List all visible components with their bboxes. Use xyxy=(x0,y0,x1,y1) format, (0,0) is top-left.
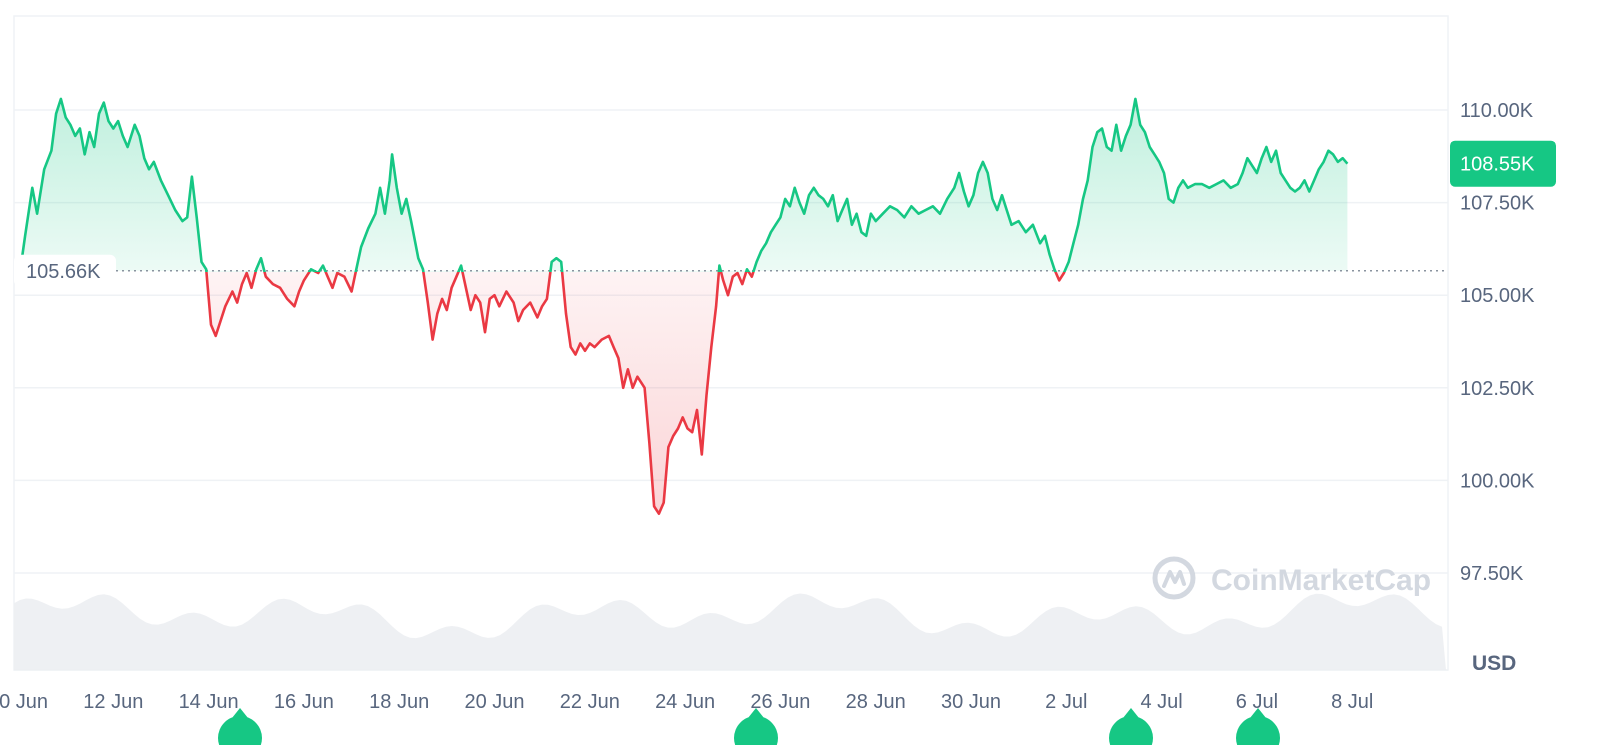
x-tick-label: 10 Jun xyxy=(0,691,48,713)
y-tick-label: 100.00K xyxy=(1460,470,1535,492)
event-markers[interactable] xyxy=(218,708,1280,745)
x-tick-label: 26 Jun xyxy=(750,691,810,713)
currency-label: USD xyxy=(1472,652,1516,675)
watermark: CoinMarketCap xyxy=(1152,556,1431,600)
current-price-badge: 108.55K xyxy=(1450,140,1556,187)
current-price-value: 108.55K xyxy=(1460,154,1535,176)
reference-price-value: 105.66K xyxy=(26,261,101,283)
reference-price-label-bg xyxy=(14,254,116,287)
y-tick-label: 102.50K xyxy=(1460,378,1535,400)
x-tick-label: 20 Jun xyxy=(464,691,524,713)
volume-area xyxy=(14,593,1446,670)
y-tick-label: 97.50K xyxy=(1460,563,1524,585)
event-marker[interactable] xyxy=(734,708,778,745)
y-tick-label: 105.00K xyxy=(1460,285,1535,307)
price-area-fill xyxy=(15,98,1348,514)
event-marker[interactable] xyxy=(1236,708,1280,745)
event-marker[interactable] xyxy=(1109,708,1153,745)
x-tick-label: 28 Jun xyxy=(846,691,906,713)
x-tick-label: 8 Jul xyxy=(1331,691,1373,713)
grid-lines xyxy=(14,109,1448,574)
x-tick-label: 30 Jun xyxy=(941,691,1001,713)
x-tick-label: 18 Jun xyxy=(369,691,429,713)
x-tick-label: 6 Jul xyxy=(1236,691,1278,713)
x-tick-label: 2 Jul xyxy=(1045,691,1087,713)
event-marker[interactable] xyxy=(218,708,262,745)
x-tick-label: 16 Jun xyxy=(274,691,334,713)
y-tick-label: 107.50K xyxy=(1460,193,1535,215)
area-fill-above-reference xyxy=(15,98,1348,272)
y-axis-tick-labels: 110.00K 107.50K 105.00K 102.50K 100.00K 97.50… xyxy=(1460,100,1535,585)
x-tick-label: 14 Jun xyxy=(179,691,239,713)
price-line-up xyxy=(14,97,1349,272)
volume-shape xyxy=(14,593,1446,670)
coinmarketcap-logo-icon xyxy=(1152,556,1196,600)
current-price-badge-bg xyxy=(1450,140,1556,187)
x-axis-tick-labels: 10 Jun 12 Jun 14 Jun 16 Jun 18 Jun 20 Jun 22 J… xyxy=(0,691,1373,713)
x-tick-label: 24 Jun xyxy=(655,691,715,713)
price-line-down xyxy=(14,272,1066,515)
watermark-text: CoinMarketCap xyxy=(1211,564,1431,597)
price-line xyxy=(14,97,1349,515)
x-tick-label: 12 Jun xyxy=(83,691,143,713)
x-tick-label: 4 Jul xyxy=(1140,691,1182,713)
x-tick-label: 22 Jun xyxy=(560,691,620,713)
y-tick-label: 110.00K xyxy=(1460,100,1534,122)
reference-price-label: 105.66K xyxy=(14,254,116,287)
